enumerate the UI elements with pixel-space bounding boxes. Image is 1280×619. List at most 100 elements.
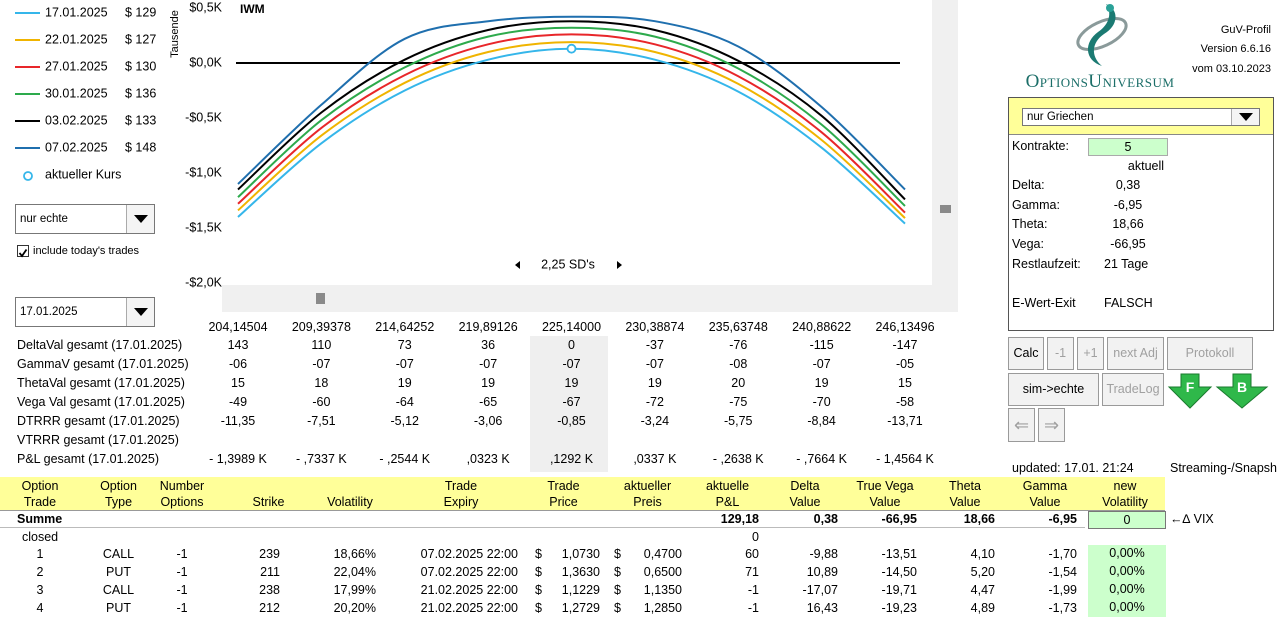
mode-dropdown-button[interactable]: [1231, 109, 1259, 125]
new-vol-cell[interactable]: 0,00%: [1088, 545, 1166, 563]
position-cell: 2: [36, 565, 44, 579]
legend-value: $ 130: [125, 59, 156, 73]
row-value: 19: [481, 376, 496, 390]
row-value: -11,35: [220, 414, 256, 428]
green-arrow: [1215, 373, 1269, 409]
button[interactable]: ⇐: [1008, 408, 1035, 442]
position-cell: -1: [176, 601, 188, 615]
currency: $: [614, 565, 621, 579]
scroll-thumb[interactable]: [316, 293, 325, 304]
new-vol-cell[interactable]: 0,00%: [1088, 563, 1166, 581]
position-cell: 0,6500: [643, 565, 682, 579]
filter-dropdown-value: nur echte: [20, 213, 68, 225]
chart: Tausende IWM 2,25 SD's $0,5K $0,0K -$0,5K -…: [15, 0, 958, 312]
arrow-button-label: B: [1236, 379, 1248, 395]
current-column-highlight: [530, 336, 608, 472]
currency: $: [614, 583, 621, 597]
column-header: Value: [869, 495, 901, 509]
new-vol-sum[interactable]: 0: [1088, 511, 1166, 529]
row-value: 0: [568, 338, 575, 352]
button[interactable]: Protokoll: [1167, 337, 1253, 370]
new-vol-cell[interactable]: 0,00%: [1088, 599, 1166, 617]
currency: $: [535, 565, 542, 579]
contracts-input[interactable]: 5: [1088, 138, 1168, 156]
row-value: ,0323 K: [466, 452, 510, 466]
row-value: -37: [645, 338, 664, 352]
greek-value: FALSCH: [1104, 296, 1153, 310]
row-value: -147: [892, 338, 918, 352]
row-value: -76: [729, 338, 748, 352]
arrow-button[interactable]: B: [1215, 373, 1269, 409]
scroll-thumb[interactable]: [940, 205, 951, 213]
column-header: Type: [104, 495, 133, 509]
row-value: -13,71: [887, 414, 923, 428]
currency: $: [535, 583, 542, 597]
row-value: ,0337 K: [633, 452, 677, 466]
legend-label: 27.01.2025: [45, 59, 108, 73]
position-cell: -9,88: [809, 547, 839, 561]
legend-label: 03.02.2025: [45, 113, 108, 127]
y-tick-label: -$2,0K: [185, 275, 222, 289]
column-header: Expiry: [443, 495, 479, 509]
greeks-panel: [1008, 97, 1274, 331]
button[interactable]: +1: [1077, 337, 1104, 370]
column-header: Gamma: [1022, 479, 1068, 493]
y-tick-label: $0,0K: [189, 55, 222, 69]
legend-value: $ 127: [125, 32, 156, 46]
row-value: 19: [647, 376, 662, 390]
column-header: True Vega: [856, 479, 914, 493]
row-value: 15: [231, 376, 245, 390]
button[interactable]: ⇒: [1038, 408, 1065, 442]
sd-increase[interactable]: [617, 261, 622, 269]
row-value: -49: [228, 395, 248, 409]
column-header: Price: [549, 495, 578, 509]
filter-dropdown-button[interactable]: [126, 205, 154, 233]
legend-label: 22.01.2025: [45, 32, 108, 46]
button[interactable]: Calc: [1008, 337, 1044, 370]
app-date: vom 03.10.2023: [1192, 63, 1271, 75]
checkbox[interactable]: [17, 245, 29, 258]
mode-dropdown[interactable]: nur Griechen: [1022, 108, 1260, 126]
legend-value: $ 129: [125, 5, 156, 19]
button[interactable]: TradeLog: [1102, 373, 1164, 406]
sd-range: 2,25 SD's: [541, 257, 595, 271]
currency: $: [535, 547, 542, 561]
position-cell: 1,2850: [643, 601, 682, 615]
closed-label: closed: [22, 530, 59, 544]
horizontal-scrollbar[interactable]: [222, 285, 958, 312]
row-value: -3,24: [640, 414, 670, 428]
button[interactable]: sim->echte: [1008, 373, 1099, 406]
date-dropdown[interactable]: 17.01.2025: [15, 297, 155, 327]
series-line: [237, 26, 906, 207]
column-header: aktueller: [623, 479, 672, 493]
strike-header: 225,14000: [541, 320, 602, 334]
brand-name: OptionsUniversum: [1025, 71, 1175, 92]
series-line: [237, 41, 906, 219]
column-header: Preis: [633, 495, 662, 509]
logo: [1040, 0, 1170, 70]
row-value: -115: [809, 338, 834, 352]
position-cell: -1,99: [1048, 583, 1078, 597]
column-header: new: [1113, 479, 1137, 493]
greek-label: E-Wert-Exit: [1012, 296, 1076, 310]
vertical-scrollbar[interactable]: [932, 0, 958, 285]
sd-decrease[interactable]: [515, 261, 520, 269]
button[interactable]: next Adj: [1107, 337, 1164, 370]
date-dropdown-button[interactable]: [126, 298, 154, 326]
arrow-button[interactable]: F: [1167, 373, 1213, 409]
row-value: 36: [481, 338, 496, 352]
y-tick-label: -$1,5K: [185, 220, 222, 234]
button[interactable]: -1: [1047, 337, 1074, 370]
dropdown-arrow: [134, 308, 148, 316]
new-vol-cell[interactable]: 0,00%: [1088, 581, 1166, 599]
greek-value: -6,95: [1113, 198, 1143, 212]
position-cell: -1: [176, 583, 188, 597]
column-header: Value: [1029, 495, 1061, 509]
filter-dropdown[interactable]: nur echte: [15, 204, 155, 234]
row-value: - ,7337 K: [296, 452, 347, 466]
series-line: [237, 47, 906, 225]
row-value: -8,84: [807, 414, 836, 428]
row-value: 19: [564, 376, 579, 390]
strike-header: 219,89126: [458, 320, 518, 334]
